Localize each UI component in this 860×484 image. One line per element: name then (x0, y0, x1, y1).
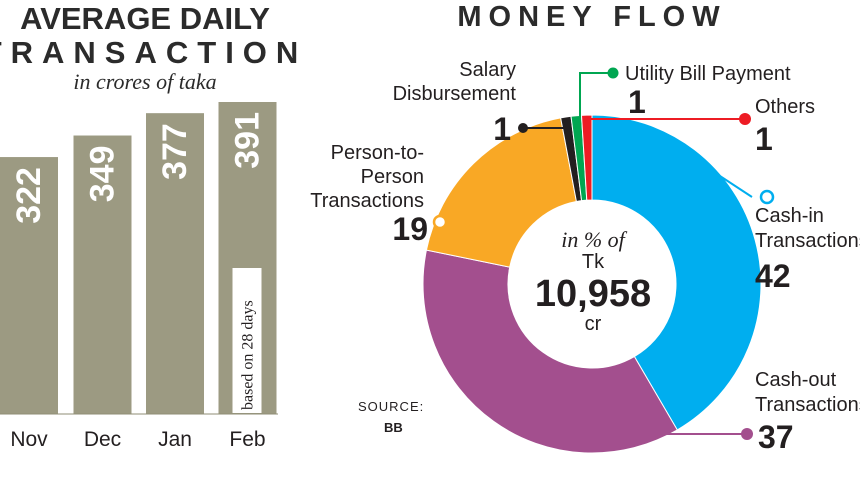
annotation-box (232, 268, 262, 413)
slice-p2p (425, 117, 577, 268)
slice-others (580, 114, 593, 201)
bar-chart: AVERAGE DAILY TRANSACTION in crores of t… (0, 1, 307, 451)
bar-jan (146, 113, 204, 414)
center-unit: cr (585, 313, 602, 335)
x-tick-label: Jan (158, 428, 192, 451)
donut-chart: MONEY FLOW Cash-in Transactions 42 Cash-… (310, 1, 860, 455)
center-line1: in % of (561, 227, 627, 252)
leader-dot-salary (518, 123, 528, 133)
bar-nov (0, 157, 58, 414)
bar-value-label: 322 (10, 167, 48, 224)
bar-value-label: 391 (229, 112, 267, 169)
leader-dot-others (739, 113, 751, 125)
value-salary: 1 (493, 111, 511, 147)
leader-dots (432, 67, 775, 440)
bar-annotation: based on 28 days (240, 300, 257, 410)
leader-dot-cashout (741, 428, 753, 440)
bar-value-label: 349 (84, 146, 122, 203)
bar-chart-subtitle: in crores of taka (73, 69, 216, 94)
value-cashin: 42 (755, 258, 791, 294)
bar-group: 322 Nov 349 Dec 377 Jan 391 Feb based on 28 days (0, 102, 277, 451)
donut-chart-title: MONEY FLOW (457, 1, 726, 33)
slice-cashin (591, 114, 762, 431)
x-tick-label: Feb (229, 428, 265, 451)
leader-line-cashout (622, 410, 752, 435)
source-value: BB (384, 420, 403, 435)
donut-slices (422, 114, 762, 454)
leader-dot-utility (607, 67, 619, 79)
bar-chart-title-line2: TRANSACTION (0, 35, 307, 70)
label-cashin-line1: Cash-in (755, 205, 824, 227)
label-p2p-line3: Transactions (310, 190, 424, 212)
center-line2: Tk (582, 251, 605, 273)
leader-dot-cashin (759, 189, 775, 205)
value-cashout: 37 (758, 419, 794, 455)
center-total: 10,958 (535, 273, 651, 315)
value-p2p: 19 (392, 211, 428, 247)
source-label: SOURCE: (358, 399, 424, 414)
label-others: Others (755, 96, 815, 118)
label-salary-line2: Disbursement (393, 83, 517, 105)
leader-lines (444, 72, 753, 435)
slice-labels: Cash-in Transactions 42 Cash-out Transac… (310, 59, 860, 455)
slice-cashout (422, 249, 678, 454)
label-cashin-line2: Transactions (755, 230, 860, 252)
bar-dec (73, 135, 132, 414)
label-salary-line1: Salary (459, 59, 516, 81)
donut-center: in % of Tk 10,958 cr (535, 227, 651, 335)
x-tick-label: Dec (84, 428, 121, 451)
label-p2p-line1: Person-to- (331, 142, 424, 164)
label-cashout-line2: Transactions (755, 394, 860, 416)
label-cashout-line1: Cash-out (755, 369, 837, 391)
leader-dot-p2p (432, 214, 448, 230)
x-tick-label: Nov (10, 428, 48, 451)
leader-line-utility (579, 72, 612, 160)
label-p2p-line2: Person (361, 166, 424, 188)
value-utility: 1 (628, 84, 646, 120)
value-others: 1 (755, 121, 773, 157)
label-utility: Utility Bill Payment (625, 63, 791, 85)
bar-chart-title-line1: AVERAGE DAILY (20, 1, 270, 36)
bar-value-label: 377 (156, 123, 194, 180)
leader-line-cashin (690, 175, 753, 198)
